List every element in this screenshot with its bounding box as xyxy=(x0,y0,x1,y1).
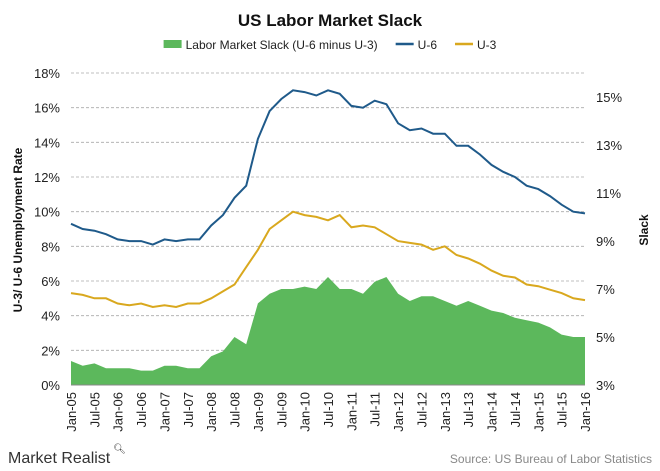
y2-tick-label: 9% xyxy=(596,234,615,249)
y2-tick-label: 15% xyxy=(596,90,622,105)
marks xyxy=(70,89,586,385)
x-tick-label: Jul-14 xyxy=(508,392,523,427)
y-tick-label: 16% xyxy=(34,101,60,116)
chart-title: US Labor Market Slack xyxy=(238,11,423,30)
y-axis-title: U-3/ U-6 Unemployment Rate xyxy=(11,147,25,312)
u-6-line xyxy=(70,89,586,246)
legend-label: U-3 xyxy=(477,38,497,52)
x-tick-label: Jul-13 xyxy=(461,392,476,427)
x-tick-label: Jul-06 xyxy=(134,392,149,427)
y-tick-label: 4% xyxy=(41,309,60,324)
x-tick-label: Jul-10 xyxy=(321,392,336,427)
y-tick-label: 14% xyxy=(34,135,60,150)
y-tick-label: 8% xyxy=(41,239,60,254)
legend-swatch-slack xyxy=(163,40,182,48)
y2-axis-title: Slack xyxy=(637,214,651,246)
brand-logo: Market Realist xyxy=(8,450,111,467)
legend: Labor Market Slack (U-6 minus U-3) U-6 U-3 xyxy=(163,38,497,52)
x-tick-label: Jan-14 xyxy=(485,392,500,432)
y-tick-label: 0% xyxy=(41,378,60,393)
y-tick-label: 12% xyxy=(34,170,60,185)
x-tick-label: Jul-09 xyxy=(274,392,289,427)
x-tick-label: Jan-10 xyxy=(298,392,313,432)
x-tick-label: Jan-16 xyxy=(578,392,593,432)
x-tick-label: Jan-15 xyxy=(531,392,546,432)
x-tick-label: Jan-12 xyxy=(391,392,406,432)
x-tick-label: Jan-09 xyxy=(251,392,266,432)
x-tick-label: Jan-05 xyxy=(64,392,79,432)
x-tick-label: Jul-05 xyxy=(87,392,102,427)
y2-tick-label: 7% xyxy=(596,282,615,297)
x-tick-label: Jan-06 xyxy=(111,392,126,432)
y2-tick-label: 3% xyxy=(596,378,615,393)
legend-label: Labor Market Slack (U-6 minus U-3) xyxy=(186,38,378,52)
x-tick-label: Jan-08 xyxy=(204,392,219,432)
x-tick-label: Jul-12 xyxy=(414,392,429,427)
magnifier-icon: 🔍︎ xyxy=(113,443,126,455)
y2-tick-label: 5% xyxy=(596,330,615,345)
x-tick-label: Jul-08 xyxy=(228,392,243,427)
x-tick-label: Jan-07 xyxy=(157,392,172,432)
y-tick-label: 18% xyxy=(34,66,60,81)
u-3-line xyxy=(70,210,586,309)
slack-area xyxy=(71,277,585,385)
y-tick-label: 2% xyxy=(41,343,60,358)
y-tick-label: 6% xyxy=(41,274,60,289)
legend-label: U-6 xyxy=(418,38,438,52)
source-note: Source: US Bureau of Labor Statistics xyxy=(450,452,652,466)
y2-tick-label: 13% xyxy=(596,138,622,153)
x-tick-label: Jul-07 xyxy=(181,392,196,427)
x-tick-label: Jan-11 xyxy=(344,392,359,431)
x-tick-label: Jul-11 xyxy=(368,392,383,426)
x-tick-label: Jul-15 xyxy=(555,392,570,427)
y-tick-label: 10% xyxy=(34,205,60,220)
x-tick-label: Jan-13 xyxy=(438,392,453,432)
y2-tick-label: 11% xyxy=(596,186,621,201)
axes: 0% 2% 4% 6% 8% 10% 12% 14% 16% 18% 3% 5% 7% 9% 11% 13% 1… xyxy=(34,66,622,432)
